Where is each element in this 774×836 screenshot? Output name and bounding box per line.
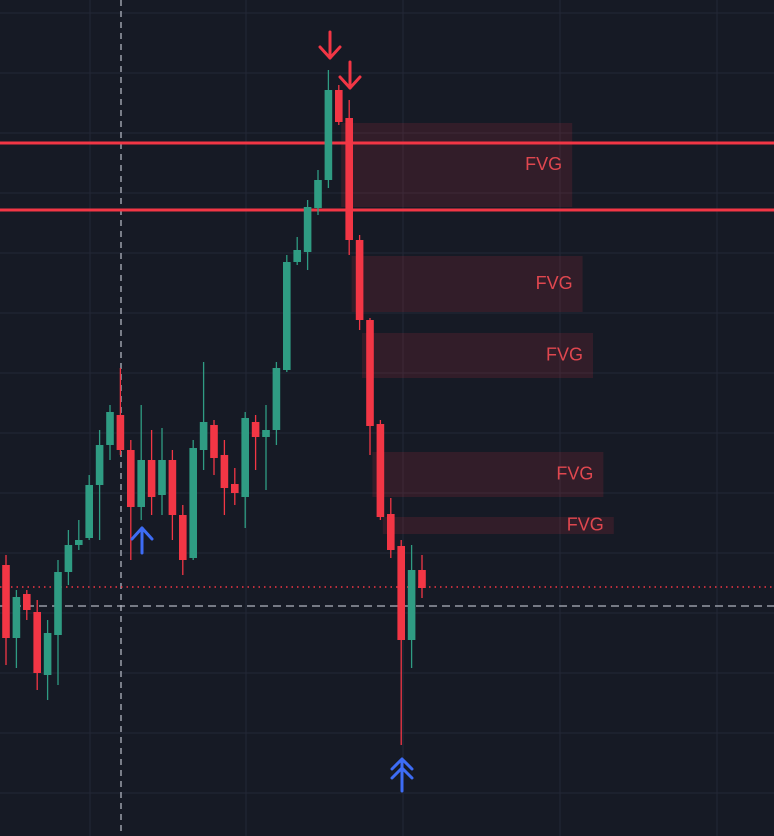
candle-body xyxy=(345,118,353,240)
candle-body xyxy=(106,412,114,445)
candle-body xyxy=(376,424,385,517)
candle-body xyxy=(147,460,156,497)
candle-body xyxy=(179,515,187,560)
candle-body xyxy=(293,250,301,262)
sell-arrow xyxy=(338,60,362,90)
fvg-zone xyxy=(362,333,593,378)
sell-arrow xyxy=(318,30,342,60)
candle-body xyxy=(397,546,405,640)
candle-body xyxy=(231,484,239,493)
candle-body xyxy=(210,425,218,458)
candle-body xyxy=(43,633,52,675)
buy-arrow xyxy=(130,526,154,555)
candle-body xyxy=(262,430,270,437)
candle-body xyxy=(387,514,395,550)
fvg-zone xyxy=(382,517,614,534)
candle-body xyxy=(272,368,281,430)
candle-body xyxy=(251,422,260,437)
candle-body xyxy=(158,460,166,495)
candle-body xyxy=(324,90,333,180)
candle-body xyxy=(168,460,177,515)
candle-body xyxy=(64,545,73,572)
candle-body xyxy=(95,445,104,485)
candle-body xyxy=(2,565,10,638)
candle-body xyxy=(137,460,145,507)
fvg-label: FVG xyxy=(525,154,562,174)
fvg-zone xyxy=(372,452,604,497)
candle-body xyxy=(314,180,322,208)
candle-body xyxy=(33,612,41,673)
candle-body xyxy=(85,485,93,538)
candle-body xyxy=(220,455,229,488)
fvg-label: FVG xyxy=(556,463,593,483)
candle-body xyxy=(355,240,364,320)
candle-body xyxy=(116,415,125,450)
candle-body xyxy=(54,572,62,635)
candle-body xyxy=(303,207,312,252)
fvg-zone xyxy=(351,256,583,312)
candle-body xyxy=(418,570,426,588)
fvg-label: FVG xyxy=(567,514,604,534)
candle-body xyxy=(283,262,291,370)
fvg-zone xyxy=(341,123,573,207)
candle-body xyxy=(127,450,135,507)
fvg-label: FVG xyxy=(536,273,573,293)
candle-body xyxy=(335,90,343,122)
candle-body xyxy=(366,320,374,426)
candle-body xyxy=(23,594,31,610)
candle-body xyxy=(199,422,208,450)
candle-body xyxy=(241,418,249,497)
strong-buy-arrow xyxy=(390,757,414,793)
signals xyxy=(130,30,414,793)
candle-body xyxy=(12,597,21,638)
fvg-label: FVG xyxy=(546,344,583,364)
candle-body xyxy=(75,540,83,545)
candle-body xyxy=(407,570,416,640)
candle-body xyxy=(189,448,197,558)
plot: FVG FVG FVG FVG FVG xyxy=(0,70,774,745)
